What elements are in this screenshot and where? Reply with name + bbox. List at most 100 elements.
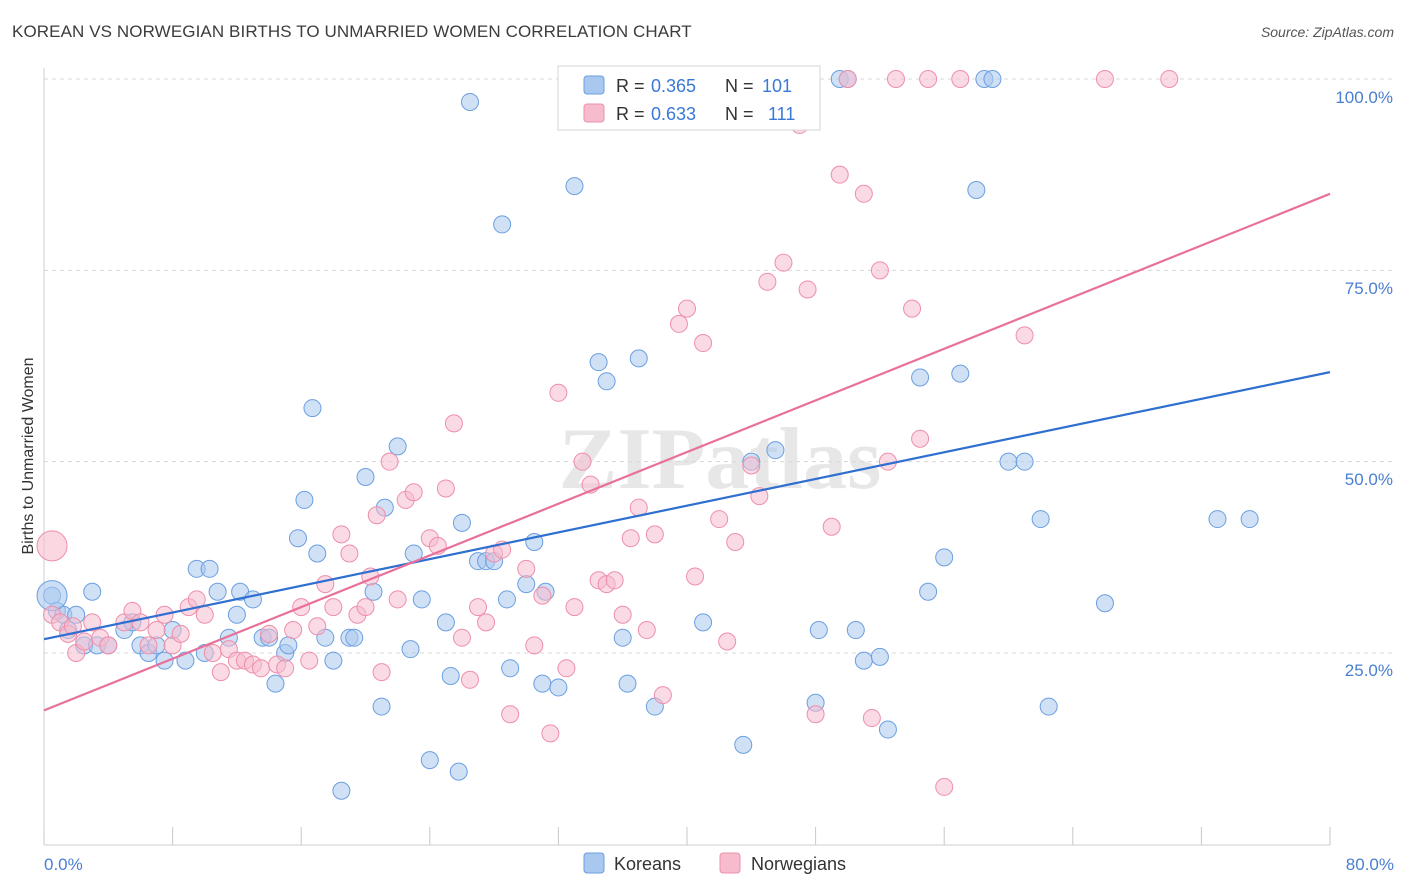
bottom-legend-label-norwegians: Norwegians: [751, 854, 846, 874]
korean-point-81: [854, 651, 873, 670]
norwegian-point-70: [613, 605, 632, 624]
korean-point-61: [533, 674, 552, 693]
korean-point-95: [1095, 594, 1114, 613]
bottom-legend-swatch-koreans: [583, 852, 605, 874]
norwegian-point-39: [356, 598, 375, 617]
korean-point-46: [412, 590, 431, 609]
norwegian-point-36: [332, 525, 351, 544]
norwegian-point-91: [806, 705, 825, 724]
norwegian-big-point-0: [36, 530, 68, 562]
y-tick-label-100: 100.0%: [1335, 88, 1393, 107]
norwegian-point-63: [557, 659, 576, 678]
korean-point-51: [452, 513, 471, 532]
norwegian-point-34: [316, 575, 335, 594]
norwegian-point-95: [854, 184, 873, 203]
norwegian-point-107: [1160, 70, 1179, 88]
norwegian-point-106: [1095, 70, 1114, 88]
gridlines: [44, 78, 1393, 654]
norwegian-point-77: [669, 314, 688, 333]
korean-point-27: [266, 674, 285, 693]
korean-point-67: [613, 628, 632, 647]
norwegian-point-71: [621, 529, 640, 548]
korean-point-72: [694, 613, 713, 632]
norwegian-point-96: [862, 709, 881, 728]
bottom-legend-swatch-norwegians: [719, 852, 741, 874]
norwegian-point-37: [340, 544, 359, 563]
norwegian-point-8: [99, 636, 118, 655]
norwegian-point-84: [742, 456, 761, 475]
norwegian-point-21: [211, 663, 230, 682]
korean-point-40: [364, 582, 383, 601]
norwegian-point-44: [388, 590, 407, 609]
norwegian-point-80: [694, 334, 713, 353]
korean-point-66: [597, 372, 616, 391]
legend-swatch-norwegians: [583, 103, 605, 123]
korean-point-48: [436, 613, 455, 632]
norwegian-point-59: [525, 636, 544, 655]
norwegian-point-52: [460, 670, 479, 689]
y-tick-label-75: 75.0%: [1345, 279, 1393, 298]
norwegian-point-97: [870, 261, 889, 280]
y-tick-label-50: 50.0%: [1345, 470, 1393, 489]
korean-point-39: [356, 467, 375, 486]
korean-point-43: [388, 437, 407, 456]
korean-point-49: [441, 666, 460, 685]
norwegian-point-33: [308, 617, 327, 636]
korean-point-31: [295, 490, 314, 509]
korean-point-47: [420, 751, 439, 770]
korean-point-52: [460, 92, 479, 111]
norwegian-point-20: [203, 644, 222, 662]
legend-r-label-koreans: R =: [616, 76, 645, 96]
norwegian-point-30: [284, 621, 303, 640]
legend-n-value-koreans: 101: [762, 76, 792, 96]
korean-point-63: [549, 678, 568, 697]
norwegian-point-103: [935, 777, 954, 796]
korean-point-44: [401, 640, 420, 659]
korean-point-92: [1015, 452, 1034, 471]
korean-point-96: [1208, 510, 1227, 529]
korean-point-30: [288, 529, 307, 548]
legend-n-label-norwegians: N =: [725, 104, 754, 124]
korean-point-14: [155, 651, 174, 670]
norwegian-point-13: [147, 621, 166, 640]
norwegian-point-16: [171, 624, 190, 643]
korean-point-93: [1031, 510, 1050, 529]
axes: [43, 68, 1331, 846]
source-label: Source: ZipAtlas.com: [1260, 24, 1394, 40]
norwegian-point-50: [444, 414, 463, 433]
norwegian-point-101: [911, 429, 930, 448]
korean-point-58: [501, 659, 520, 678]
norwegian-point-3: [63, 617, 82, 636]
norwegian-point-105: [1015, 326, 1034, 345]
legend-n-value-norwegians: 111: [768, 104, 795, 124]
norwegian-point-12: [139, 636, 158, 655]
y-axis-title: Births to Unmarried Women: [20, 357, 37, 554]
norwegian-point-53: [469, 598, 488, 617]
norwegian-point-82: [718, 632, 737, 651]
korean-point-38: [345, 628, 364, 647]
korean-point-57: [497, 590, 516, 609]
korean-point-35: [324, 651, 343, 670]
norwegian-point-54: [477, 613, 496, 632]
norwegian-point-81: [710, 510, 729, 529]
legend-n-label-koreans: N =: [725, 76, 754, 96]
legend-r-value-koreans: 0.365: [651, 76, 696, 96]
norwegian-point-64: [565, 598, 584, 617]
norwegian-point-104: [951, 70, 970, 88]
chart-title: KOREAN VS NORWEGIAN BIRTHS TO UNMARRIED …: [12, 22, 692, 41]
korean-point-77: [809, 621, 828, 640]
norwegian-point-73: [637, 621, 656, 640]
korean-point-90: [983, 70, 1002, 88]
series-legend: Koreans Norwegians: [583, 852, 846, 874]
korean-point-69: [629, 349, 648, 368]
norwegian-point-61: [541, 724, 560, 743]
norwegian-point-43: [380, 452, 399, 471]
norwegian-point-75: [653, 686, 672, 705]
norwegian-point-90: [798, 280, 817, 299]
norwegian-point-58: [517, 559, 536, 578]
norwegian-point-99: [886, 70, 905, 88]
norwegian-point-19: [195, 605, 214, 624]
norwegian-point-83: [726, 533, 745, 552]
norwegian-point-60: [533, 586, 552, 605]
